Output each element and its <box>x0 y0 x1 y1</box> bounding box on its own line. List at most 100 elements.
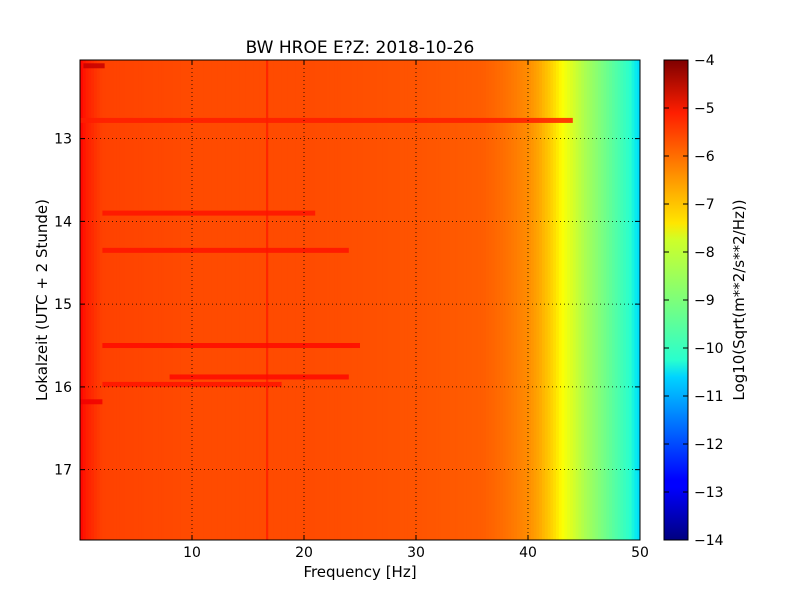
spectrogram-column <box>458 60 462 540</box>
x-tick-label: 20 <box>295 545 313 561</box>
colorbar-tick-label: −5 <box>694 101 715 117</box>
spectrogram-column <box>374 60 378 540</box>
spectrogram-column <box>320 60 324 540</box>
spectrogram-column <box>584 60 588 540</box>
spectrogram-column <box>480 60 484 540</box>
spectrogram-column <box>511 60 515 540</box>
spectrogram-column <box>318 60 322 540</box>
spectrogram-column <box>85 60 89 540</box>
spectrogram-column <box>528 60 532 540</box>
spectrogram-column <box>514 60 518 540</box>
x-axis-ticks: 10 20 30 40 50 <box>183 60 649 561</box>
spectrogram-column <box>623 60 627 540</box>
spectrogram-column <box>222 60 226 540</box>
y-tick-label: 14 <box>54 214 72 230</box>
spectrogram-column <box>214 60 218 540</box>
spectrogram-column <box>141 60 145 540</box>
spectrogram-column <box>421 60 425 540</box>
spectrogram-column <box>553 60 557 540</box>
spectrogram-column <box>337 60 341 540</box>
spectrogram-column <box>586 60 590 540</box>
spectrogram-column <box>561 60 565 540</box>
spectrogram-column <box>287 60 291 540</box>
colorbar-tick-label: −11 <box>694 389 724 405</box>
spectrogram-column <box>351 60 355 540</box>
spectrogram-band-feature <box>102 247 349 253</box>
y-axis-ticks: 13 14 15 16 17 <box>54 132 640 479</box>
spectrogram-column <box>413 60 417 540</box>
spectrogram-column <box>315 60 319 540</box>
colorbar-tick-label: −12 <box>694 437 724 453</box>
spectrogram-column <box>385 60 389 540</box>
colorbar-tick-label: −9 <box>694 293 715 309</box>
spectrogram-column <box>144 60 148 540</box>
spectrogram-column <box>360 60 364 540</box>
x-tick-label: 40 <box>519 545 537 561</box>
spectrogram-column <box>483 60 487 540</box>
spectrogram-column <box>494 60 498 540</box>
spectrogram-column <box>575 60 579 540</box>
spectrogram-column <box>508 60 512 540</box>
x-tick-label: 50 <box>631 545 649 561</box>
spectrogram-column <box>396 60 400 540</box>
spectrogram-column <box>525 60 529 540</box>
spectrogram-column <box>438 60 442 540</box>
spectrogram-column <box>200 60 204 540</box>
spectrogram-column <box>334 60 338 540</box>
spectrogram-column <box>427 60 431 540</box>
spectrogram-column <box>309 60 313 540</box>
spectrogram-column <box>326 60 330 540</box>
spectrogram-column <box>262 60 266 540</box>
spectrogram-band-feature <box>80 399 103 405</box>
spectrogram-column <box>136 60 140 540</box>
spectrogram-column <box>402 60 406 540</box>
spectrogram-column <box>239 60 243 540</box>
spectrogram-column <box>472 60 476 540</box>
spectrogram-column <box>539 60 543 540</box>
colorbar-tick-label: −10 <box>694 341 724 357</box>
spectrogram-column <box>138 60 142 540</box>
x-axis-label: Frequency [Hz] <box>303 563 416 581</box>
y-tick-label: 13 <box>54 132 72 148</box>
spectrogram-column <box>382 60 386 540</box>
spectrogram-column <box>122 60 126 540</box>
spectrogram-column <box>301 60 305 540</box>
spectrogram-column <box>371 60 375 540</box>
spectrogram-column <box>295 60 299 540</box>
spectrogram-column <box>304 60 308 540</box>
spectrogram-column <box>368 60 372 540</box>
spectrogram-column <box>491 60 495 540</box>
spectrogram-column <box>152 60 156 540</box>
spectrogram-column <box>298 60 302 540</box>
spectrogram-column <box>306 60 310 540</box>
spectrogram-column <box>147 60 151 540</box>
spectrogram-column <box>110 60 114 540</box>
spectrogram-column <box>474 60 478 540</box>
spectrogram-column <box>407 60 411 540</box>
spectrogram-band-feature <box>80 117 573 123</box>
spectrogram-column <box>500 60 504 540</box>
spectrogram-line-feature <box>266 60 269 540</box>
spectrogram-column <box>164 60 168 540</box>
spectrogram-column <box>186 60 190 540</box>
spectrogram-column <box>365 60 369 540</box>
x-tick-label: 30 <box>407 545 425 561</box>
spectrogram-column <box>418 60 422 540</box>
spectrogram-column <box>435 60 439 540</box>
spectrogram-column <box>82 60 86 540</box>
spectrogram-column <box>536 60 540 540</box>
spectrogram-column <box>259 60 263 540</box>
y-tick-label: 17 <box>54 463 72 479</box>
spectrogram-column <box>242 60 246 540</box>
spectrogram-column <box>441 60 445 540</box>
spectrogram-column <box>570 60 574 540</box>
spectrogram-column <box>127 60 131 540</box>
chart-title: BW HROE E?Z: 2018-10-26 <box>246 38 475 58</box>
spectrogram-column <box>178 60 182 540</box>
spectrogram-column <box>194 60 198 540</box>
spectrogram-column <box>626 60 630 540</box>
spectrogram-column <box>228 60 232 540</box>
spectrogram-column <box>88 60 92 540</box>
colorbar-ticks: −4 −5 −6 −7 −8 −9 −10 −11 −12 −13 −14 <box>664 53 724 549</box>
spectrogram-column <box>284 60 288 540</box>
